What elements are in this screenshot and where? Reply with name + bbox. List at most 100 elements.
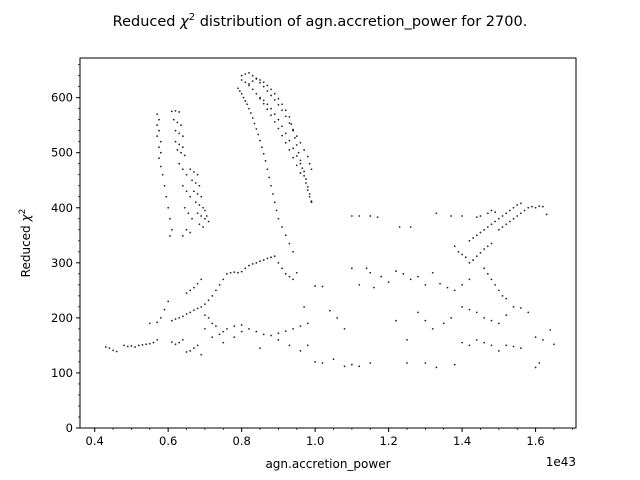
- data-point: [490, 319, 493, 322]
- data-point: [461, 341, 463, 344]
- data-point: [194, 182, 197, 184]
- data-point: [505, 212, 508, 215]
- data-point: [424, 283, 427, 286]
- data-point: [185, 313, 188, 315]
- data-point: [273, 201, 276, 204]
- data-point: [446, 286, 449, 289]
- data-point: [181, 315, 184, 318]
- data-point: [262, 152, 265, 155]
- data-point: [490, 278, 493, 281]
- scatter-points: [104, 71, 555, 369]
- y-tick-label: 300: [51, 256, 73, 270]
- data-point: [248, 82, 250, 85]
- data-point: [248, 264, 250, 267]
- data-point: [259, 81, 261, 84]
- data-point: [273, 113, 276, 116]
- data-point: [281, 125, 283, 128]
- data-point: [490, 223, 493, 226]
- data-point: [242, 96, 245, 99]
- data-point: [189, 289, 192, 292]
- data-point: [373, 286, 375, 289]
- data-point: [181, 135, 184, 138]
- data-point: [538, 362, 541, 364]
- data-point: [294, 136, 296, 139]
- data-point: [519, 212, 522, 215]
- data-point: [303, 174, 306, 177]
- data-point: [174, 129, 177, 132]
- x-tick-label: 1.4: [453, 434, 471, 448]
- data-point: [516, 215, 519, 217]
- data-point: [369, 215, 372, 217]
- data-point: [497, 322, 500, 325]
- data-point: [376, 216, 379, 219]
- data-point: [273, 92, 276, 95]
- data-point: [314, 285, 317, 287]
- data-point: [290, 123, 293, 125]
- data-point: [494, 211, 497, 214]
- data-point: [273, 98, 276, 101]
- data-point: [273, 120, 276, 123]
- data-point: [255, 128, 258, 130]
- data-point: [178, 143, 181, 146]
- data-point: [288, 122, 291, 124]
- data-point: [233, 325, 236, 328]
- data-point: [196, 193, 199, 195]
- data-point: [519, 307, 522, 309]
- data-point: [134, 346, 137, 348]
- data-point: [483, 248, 486, 250]
- data-point: [204, 327, 206, 330]
- data-point: [505, 344, 508, 347]
- data-point: [259, 139, 261, 142]
- data-point: [406, 362, 408, 364]
- data-point: [108, 347, 111, 350]
- data-point: [196, 307, 199, 310]
- data-point: [202, 226, 204, 228]
- data-point: [277, 339, 280, 341]
- data-point: [240, 74, 243, 77]
- data-point: [281, 109, 283, 112]
- data-point: [542, 339, 544, 341]
- data-point: [306, 189, 309, 192]
- data-point: [292, 278, 294, 281]
- data-point: [207, 316, 210, 319]
- data-point: [183, 206, 186, 209]
- data-point: [505, 223, 508, 226]
- data-point: [288, 275, 291, 278]
- data-point: [259, 97, 261, 100]
- data-point: [185, 351, 188, 353]
- data-point: [435, 212, 438, 215]
- data-point: [284, 132, 287, 135]
- data-point: [553, 343, 555, 346]
- data-point: [176, 121, 179, 124]
- data-point: [248, 107, 250, 110]
- data-point: [126, 345, 129, 348]
- y-tick-label: 200: [51, 311, 73, 325]
- data-point: [301, 167, 304, 170]
- data-point: [270, 256, 272, 259]
- data-point: [486, 245, 489, 248]
- data-point: [185, 292, 188, 294]
- data-point: [251, 263, 254, 265]
- data-point: [191, 179, 193, 182]
- data-point: [424, 319, 427, 322]
- data-point: [266, 103, 269, 106]
- data-point: [137, 344, 140, 347]
- data-point: [350, 215, 353, 217]
- data-point: [152, 341, 155, 344]
- data-point: [284, 330, 287, 332]
- data-point: [453, 289, 456, 292]
- data-point: [226, 327, 228, 330]
- data-point: [277, 118, 280, 121]
- data-point: [240, 79, 243, 81]
- data-point: [494, 220, 497, 223]
- data-point: [549, 329, 552, 331]
- data-point: [170, 319, 173, 322]
- data-point: [288, 116, 291, 118]
- data-point: [251, 80, 254, 83]
- data-point: [369, 271, 372, 274]
- data-point: [457, 250, 460, 253]
- data-point: [486, 212, 489, 215]
- data-point: [516, 204, 519, 206]
- data-point: [240, 324, 243, 326]
- x-offset-label: 1e43: [546, 455, 576, 469]
